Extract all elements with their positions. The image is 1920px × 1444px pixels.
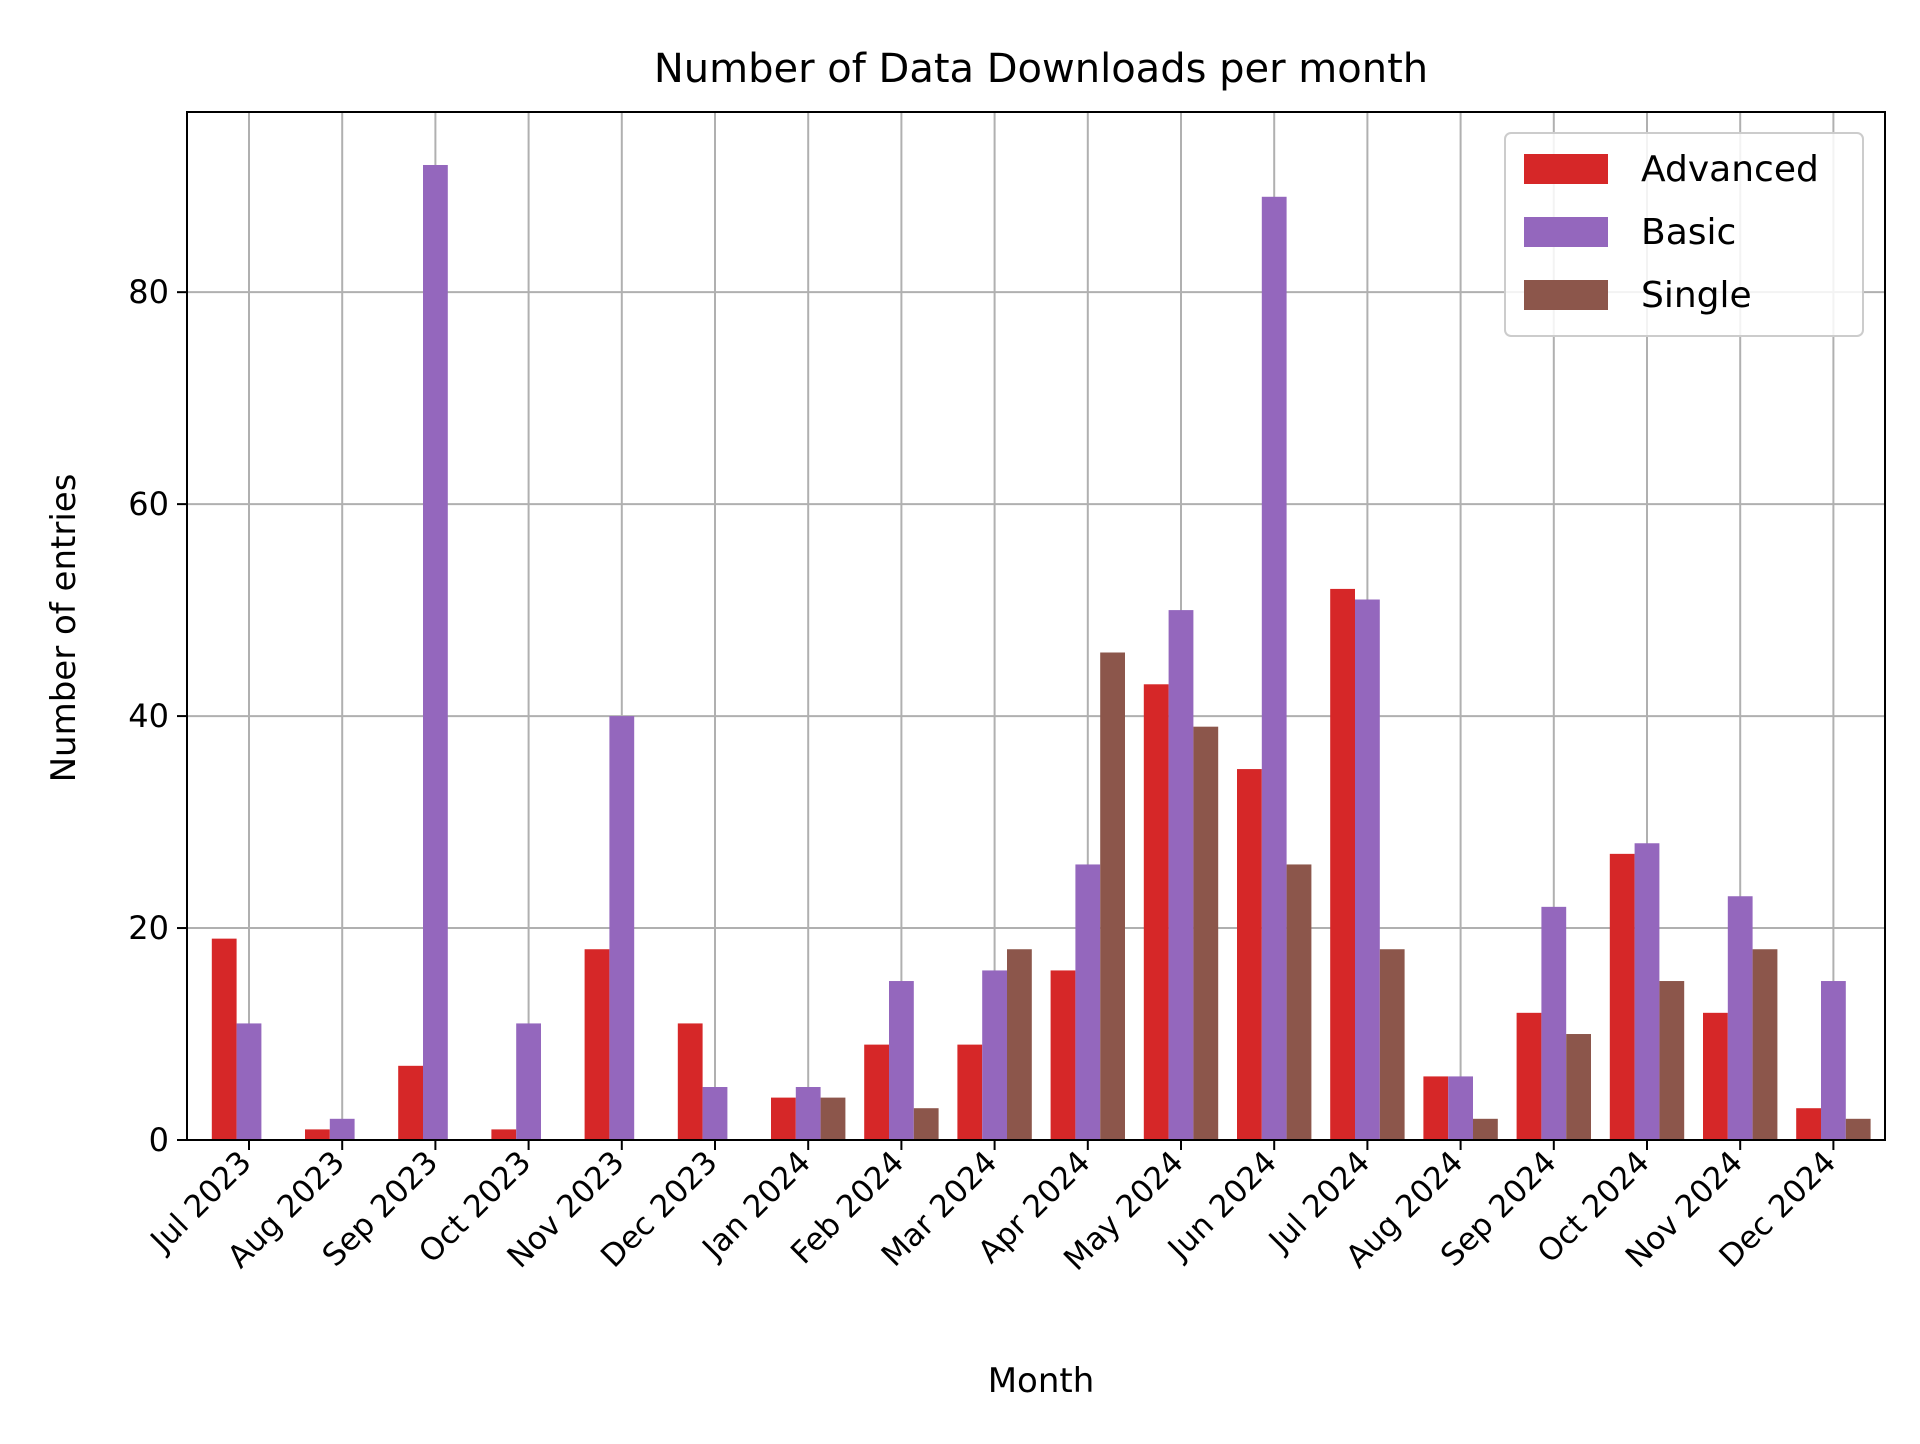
y-tick-label: 0 — [149, 1121, 169, 1159]
bar-advanced — [1237, 769, 1262, 1140]
bar-basic — [702, 1087, 728, 1140]
x-axis-label: Month — [988, 1361, 1095, 1401]
chart-title: Number of Data Downloads per month — [654, 46, 1428, 92]
bars-layer — [211, 164, 1871, 1140]
bar-basic — [1075, 864, 1101, 1140]
bar-advanced — [1703, 1012, 1728, 1140]
bar-single — [1379, 949, 1405, 1140]
bar-basic — [889, 981, 914, 1140]
bar-advanced — [305, 1129, 330, 1140]
bar-advanced — [1609, 853, 1635, 1140]
bar-single — [1845, 1118, 1871, 1140]
legend-swatch-basic — [1524, 217, 1608, 247]
legend: Advanced Basic Single — [1504, 132, 1864, 337]
legend-swatch-advanced — [1524, 154, 1608, 184]
bar-single — [1752, 949, 1778, 1140]
bar-advanced — [677, 1023, 703, 1140]
bar-advanced — [957, 1044, 983, 1140]
legend-label-single: Single — [1641, 275, 1752, 316]
bar-basic — [1448, 1076, 1473, 1140]
bar-advanced — [1330, 588, 1355, 1140]
bar-basic — [1168, 610, 1194, 1140]
bar-advanced — [398, 1065, 423, 1140]
y-tick-label: 40 — [128, 697, 169, 735]
bar-advanced — [1050, 970, 1076, 1140]
bar-single — [1473, 1118, 1498, 1140]
plot-frame — [186, 111, 1886, 1141]
bar-basic — [1261, 196, 1287, 1140]
bar-single — [1566, 1034, 1591, 1140]
bar-advanced — [211, 938, 237, 1140]
bar-advanced — [1516, 1012, 1542, 1140]
bar-advanced — [864, 1044, 889, 1140]
bar-advanced — [584, 949, 610, 1140]
bar-basic — [982, 970, 1007, 1140]
bar-basic — [423, 164, 448, 1140]
bar-basic — [1541, 906, 1567, 1140]
bar-basic — [795, 1087, 821, 1140]
bar-single — [913, 1108, 939, 1140]
bar-basic — [329, 1118, 355, 1140]
bar-basic — [1634, 843, 1660, 1140]
bar-single — [1659, 981, 1685, 1140]
bar-basic — [1355, 599, 1380, 1140]
bar-basic — [1727, 896, 1753, 1140]
bar-advanced — [1796, 1108, 1821, 1140]
y-axis-label: Number of entries — [44, 474, 84, 783]
bar-advanced — [1143, 684, 1169, 1140]
bar-single — [820, 1097, 846, 1140]
bar-basic — [516, 1023, 541, 1140]
y-tick-label: 80 — [128, 273, 169, 311]
bar-basic — [609, 716, 635, 1140]
bar-single — [1193, 726, 1219, 1140]
y-tick-label: 20 — [128, 909, 169, 947]
legend-label-advanced: Advanced — [1641, 149, 1819, 190]
bar-advanced — [771, 1097, 796, 1140]
bar-basic — [1821, 981, 1846, 1140]
bar-single — [1007, 949, 1032, 1140]
y-tick-label: 60 — [128, 485, 169, 523]
bar-single — [1100, 652, 1125, 1140]
bar-single — [1286, 864, 1312, 1140]
bar-advanced — [491, 1129, 517, 1140]
legend-swatch-single — [1524, 280, 1608, 310]
legend-label-basic: Basic — [1641, 212, 1736, 253]
bar-advanced — [1423, 1076, 1449, 1140]
bar-basic — [236, 1023, 262, 1140]
